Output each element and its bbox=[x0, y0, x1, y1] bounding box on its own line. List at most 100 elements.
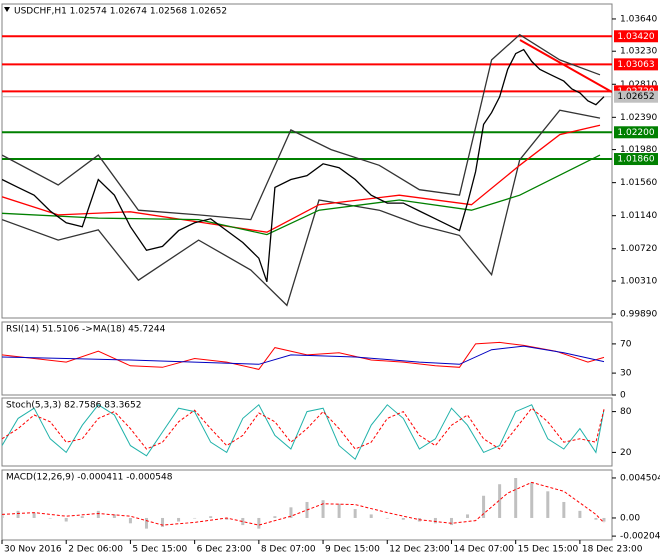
histogram-bar bbox=[161, 517, 165, 527]
level-label-box bbox=[614, 126, 658, 139]
x-tick-label: 2 Dec 06:00 bbox=[68, 545, 123, 555]
level-label-box bbox=[614, 90, 658, 103]
histogram-bar bbox=[369, 514, 373, 518]
series-line bbox=[2, 33, 601, 221]
level-label: 1.02652 bbox=[617, 92, 654, 102]
histogram-bar bbox=[64, 517, 68, 522]
x-tick-label: 8 Dec 07:00 bbox=[261, 545, 316, 555]
y-tick-label: 0.99890 bbox=[620, 310, 657, 320]
y-tick-label: 0.00 bbox=[620, 513, 640, 523]
histogram-bar bbox=[112, 514, 116, 518]
histogram-bar bbox=[562, 501, 566, 518]
histogram-bar bbox=[482, 495, 486, 518]
x-tick-label: 15 Dec 15:00 bbox=[518, 545, 579, 555]
panel-title: RSI(14) 51.5106 ->MA(18) 45.7244 bbox=[6, 325, 166, 335]
trend-line bbox=[519, 39, 612, 93]
y-tick-label: 20 bbox=[620, 448, 632, 458]
y-tick-label: 80 bbox=[620, 407, 632, 417]
level-label: 1.02200 bbox=[617, 128, 654, 138]
histogram-bar bbox=[177, 517, 181, 522]
x-tick-label: 12 Dec 23:00 bbox=[389, 545, 450, 555]
histogram-bar bbox=[514, 477, 518, 518]
y-tick-label: 0 bbox=[620, 391, 626, 401]
level-label: 1.03420 bbox=[617, 32, 654, 42]
x-tick-label: 6 Dec 23:00 bbox=[197, 545, 252, 555]
histogram-bar bbox=[466, 514, 470, 518]
series-line bbox=[2, 404, 605, 461]
panel-frame bbox=[1, 469, 613, 541]
level-label: 1.01860 bbox=[617, 155, 654, 165]
histogram-bar bbox=[257, 517, 261, 529]
histogram-bar bbox=[578, 510, 582, 518]
histogram-bar bbox=[128, 517, 132, 524]
x-tick-label: 14 Dec 07:00 bbox=[453, 545, 514, 555]
panel-title: Stoch(5,3,3) 82.7586 83.3652 bbox=[6, 401, 141, 411]
histogram-bar bbox=[449, 517, 453, 526]
y-tick-label: 1.00720 bbox=[620, 244, 657, 254]
histogram-bar bbox=[241, 517, 245, 526]
histogram-bar bbox=[193, 517, 197, 519]
y-tick-label: 1.03230 bbox=[620, 47, 657, 57]
histogram-bar bbox=[321, 500, 325, 518]
panel-2 bbox=[2, 404, 605, 461]
series-line bbox=[2, 345, 605, 365]
histogram-bar bbox=[433, 517, 437, 524]
menu-arrow[interactable] bbox=[4, 7, 10, 12]
histogram-bar bbox=[530, 482, 534, 518]
series-line bbox=[2, 154, 601, 236]
level-label-box bbox=[614, 30, 658, 43]
histogram-bar bbox=[144, 517, 148, 529]
level-label: 1.03063 bbox=[617, 60, 654, 70]
histogram-bar bbox=[337, 503, 341, 518]
histogram-bar bbox=[594, 517, 598, 520]
series-line bbox=[2, 481, 605, 526]
y-tick-label: 1.02390 bbox=[620, 113, 657, 123]
histogram-bar bbox=[273, 516, 277, 518]
histogram-bar bbox=[385, 517, 389, 519]
x-tick-label: 18 Dec 23:00 bbox=[582, 545, 643, 555]
series-line bbox=[2, 341, 605, 370]
histogram-bar bbox=[32, 512, 36, 518]
level-label-box bbox=[614, 153, 658, 166]
x-tick-label: 9 Dec 15:00 bbox=[325, 545, 380, 555]
y-tick-label: 0.004504 bbox=[620, 473, 660, 483]
y-tick-label: -0.002042 bbox=[620, 532, 660, 542]
histogram-bar bbox=[353, 509, 357, 518]
histogram-bar bbox=[546, 491, 550, 518]
x-tick-label: 5 Dec 15:00 bbox=[132, 545, 187, 555]
histogram-bar bbox=[289, 507, 293, 518]
y-tick-label: 1.02810 bbox=[620, 80, 657, 90]
panel-title: USDCHF,H1 1.02574 1.02674 1.02568 1.0265… bbox=[14, 7, 227, 17]
histogram-bar bbox=[225, 517, 229, 520]
y-tick-label: 1.01560 bbox=[620, 178, 657, 188]
y-tick-label: 1.01140 bbox=[620, 211, 657, 221]
y-tick-label: 30 bbox=[620, 369, 632, 379]
series-line bbox=[2, 48, 605, 283]
panel-frame bbox=[1, 321, 613, 396]
panel-frame bbox=[1, 3, 613, 319]
histogram-bar bbox=[96, 510, 100, 518]
panel-3 bbox=[2, 477, 606, 529]
x-tick-label: 30 Nov 2016 bbox=[4, 545, 62, 555]
panel-0 bbox=[2, 33, 612, 307]
y-tick-label: 70 bbox=[620, 339, 632, 349]
histogram-bar bbox=[401, 517, 405, 520]
y-tick-label: 1.01980 bbox=[620, 145, 657, 155]
histogram-bar bbox=[48, 517, 52, 519]
histogram-bar bbox=[209, 516, 213, 518]
panel-frame bbox=[1, 397, 613, 467]
y-tick-label: 1.03640 bbox=[620, 14, 657, 24]
series-line bbox=[2, 407, 605, 450]
histogram-bar bbox=[80, 516, 84, 518]
y-tick-label: 1.00310 bbox=[620, 277, 657, 287]
series-line bbox=[2, 124, 601, 233]
histogram-bar bbox=[2, 513, 4, 518]
histogram-bar bbox=[498, 484, 502, 518]
panel-title: MACD(12,26,9) -0.000411 -0.000548 bbox=[6, 473, 173, 483]
histogram-bar bbox=[602, 517, 606, 522]
level-label-box bbox=[614, 58, 658, 71]
